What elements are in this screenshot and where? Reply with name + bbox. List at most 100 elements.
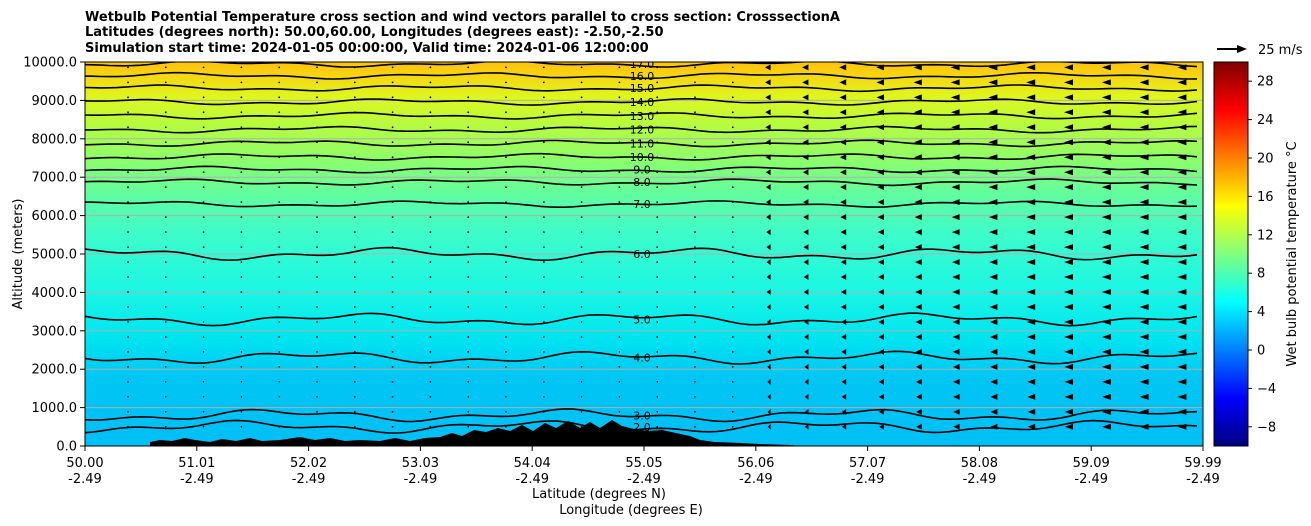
- contour-label: 11.0: [630, 137, 655, 150]
- wind-vector: [878, 303, 884, 310]
- wind-vector: [841, 393, 847, 400]
- x-tick-latitude: 50.00: [66, 456, 103, 471]
- wind-vector: [1064, 303, 1073, 310]
- wind-vector: [1027, 423, 1036, 430]
- wind-vector: [505, 261, 507, 263]
- wind-vector: [202, 365, 205, 368]
- wind-vector: [1101, 64, 1111, 71]
- contour-line: [85, 165, 1198, 174]
- wind-vector: [876, 94, 884, 101]
- wind-vector: [542, 365, 545, 368]
- wind-vector: [353, 410, 356, 413]
- wind-vector: [989, 274, 998, 281]
- wind-vector: [316, 156, 318, 159]
- wind-vector: [429, 126, 432, 129]
- wind-vector: [580, 81, 583, 84]
- contour-line: [85, 62, 1198, 68]
- wind-vector: [767, 363, 771, 370]
- wind-vector: [164, 186, 167, 189]
- wind-vector: [542, 111, 545, 114]
- wind-vector: [429, 141, 432, 144]
- wind-vector: [391, 231, 394, 234]
- wind-vector: [1101, 139, 1111, 146]
- wind-vector: [202, 276, 205, 278]
- wind-vector: [915, 378, 922, 385]
- wind-vector: [505, 111, 507, 114]
- wind-vector: [240, 321, 243, 323]
- wind-vector: [951, 199, 960, 206]
- chart-title-line-3: Simulation start time: 2024-01-05 00:00:…: [85, 41, 649, 56]
- wind-vector: [618, 246, 621, 248]
- contour-line: [85, 178, 1198, 187]
- wind-vector: [202, 156, 205, 159]
- wind-vector: [1101, 363, 1111, 370]
- wind-vector: [467, 111, 470, 114]
- wind-vector: [1064, 154, 1073, 161]
- wind-vector: [731, 246, 734, 248]
- colorbar-gradient: [1213, 61, 1249, 447]
- wind-vector: [391, 66, 394, 69]
- wind-vector: [990, 393, 998, 400]
- wind-vector: [1101, 289, 1111, 296]
- wind-vector: [316, 410, 318, 413]
- wind-vector: [766, 214, 771, 221]
- wind-vector: [618, 276, 621, 278]
- wind-vector: [1177, 229, 1187, 236]
- wind-vector: [1139, 139, 1149, 146]
- contour-label: 17.0: [630, 58, 655, 71]
- wind-vector: [656, 216, 659, 219]
- wind-vector: [580, 126, 583, 129]
- x-tick-latitude: 59.99: [1184, 456, 1221, 471]
- wind-vector: [952, 348, 960, 355]
- x-tick-longitude: -2.49: [515, 472, 549, 487]
- wind-vector: [618, 261, 621, 263]
- wind-vector: [505, 380, 507, 383]
- wind-vector: [580, 365, 583, 368]
- wind-vector: [353, 276, 356, 278]
- wind-vector: [988, 109, 998, 116]
- wind-vector: [839, 154, 847, 161]
- wind-vector: [580, 156, 583, 159]
- wind-vector: [353, 81, 356, 84]
- wind-vector: [694, 156, 696, 159]
- wind-vector: [467, 276, 470, 278]
- wind-vector: [877, 169, 884, 176]
- wind-vector: [952, 363, 960, 370]
- y-tick-label: 1000.0: [32, 401, 78, 416]
- wind-vector: [656, 81, 659, 84]
- wind-vector: [542, 261, 545, 263]
- wind-vector: [240, 261, 243, 263]
- wind-vector: [353, 66, 356, 69]
- wind-vector: [803, 229, 809, 236]
- wind-vector: [1026, 64, 1036, 71]
- wind-vector: [914, 139, 922, 146]
- wind-vector: [839, 124, 847, 131]
- wind-vector: [127, 336, 129, 338]
- wind-vector: [694, 336, 696, 338]
- colorbar-tick-label: 4: [1257, 305, 1265, 320]
- wind-vector: [988, 139, 998, 146]
- wind-vector: [164, 201, 167, 204]
- wind-vector: [164, 425, 167, 428]
- wind-vector: [1101, 184, 1111, 191]
- wind-vector: [915, 348, 922, 355]
- y-tick-label: 10000.0: [23, 56, 77, 71]
- wind-vector: [1026, 139, 1036, 146]
- wind-vector: [1101, 199, 1111, 206]
- wind-vector: [505, 96, 507, 99]
- wind-vector: [913, 64, 922, 71]
- wind-vector: [1139, 348, 1149, 355]
- wind-vector: [766, 244, 771, 251]
- wind-vector: [1064, 363, 1073, 370]
- wind-vector: [1139, 289, 1149, 296]
- wind-vector: [429, 261, 432, 263]
- wind-vector: [278, 171, 281, 174]
- wind-vector: [731, 126, 734, 129]
- wind-vector: [278, 321, 281, 323]
- wind-vector: [127, 246, 129, 248]
- wind-vector: [841, 363, 847, 370]
- wind-vector: [542, 141, 545, 144]
- wind-vector: [278, 111, 281, 114]
- wind-vector: [765, 139, 771, 146]
- wind-vector: [989, 289, 998, 296]
